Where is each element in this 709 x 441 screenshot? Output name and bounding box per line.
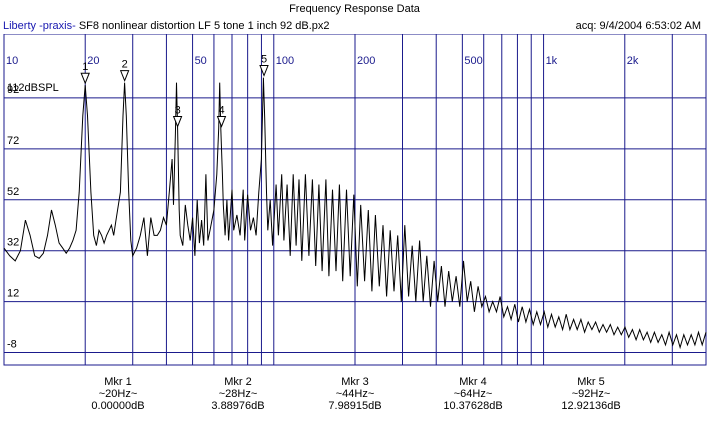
marker-readout-3: Mkr 3 ~44Hz~ 7.98915dB xyxy=(310,376,400,412)
marker-value: 10.37628dB xyxy=(443,400,503,412)
y-tick-label: 32 xyxy=(7,237,19,249)
marker-number: 5 xyxy=(261,54,267,66)
marker-value: 12.92136dB xyxy=(561,400,621,412)
x-tick-label: 2k xyxy=(627,55,639,67)
marker-number: 2 xyxy=(122,59,128,71)
y-tick-label: 72 xyxy=(7,135,19,147)
marker-readout-2: Mkr 2 ~28Hz~ 3.88976dB xyxy=(193,376,283,412)
y-tick-label: 52 xyxy=(7,186,19,198)
marker-value: 0.00000dB xyxy=(91,400,145,412)
acquisition-time: acq: 9/4/2004 6:53:02 AM xyxy=(575,20,701,32)
brand-label: Liberty -praxis- xyxy=(3,20,76,32)
marker-name: Mkr 5 xyxy=(577,376,605,388)
marker-triangle xyxy=(80,72,90,85)
marker-freq: ~28Hz~ xyxy=(218,388,258,400)
y-tick-labels: 92 72 52 32 12 -8 xyxy=(7,84,19,351)
marker-1[interactable]: 1 xyxy=(80,61,90,85)
marker-number: 1 xyxy=(82,61,88,73)
marker-triangle xyxy=(259,65,269,77)
marker-number: 3 xyxy=(175,104,181,116)
marker-freq: ~44Hz~ xyxy=(335,388,375,400)
x-tick-label: 100 xyxy=(276,55,294,67)
marker-triangle xyxy=(172,115,183,128)
marker-readout-5: Mkr 5 ~92Hz~ 12.92136dB xyxy=(546,376,636,412)
marker-5[interactable]: 5 xyxy=(259,54,269,77)
marker-triangle xyxy=(119,70,130,82)
marker-freq: ~20Hz~ xyxy=(98,388,138,400)
x-tick-label: 50 xyxy=(195,55,207,67)
marker-readout-1: Mkr 1 ~20Hz~ 0.00000dB xyxy=(73,376,163,412)
marker-value: 3.88976dB xyxy=(211,400,265,412)
y-tick-label: 92 xyxy=(7,84,19,96)
x-tick-label: 500 xyxy=(464,55,482,67)
marker-readout-4: Mkr 4 ~64Hz~ 10.37628dB xyxy=(428,376,518,412)
y-tick-label: -8 xyxy=(7,339,17,351)
response-trace xyxy=(3,77,707,350)
unit-label: 112dBSPL xyxy=(7,82,59,94)
x-tick-label: 10 xyxy=(6,55,18,67)
marker-freq: ~92Hz~ xyxy=(571,388,611,400)
marker-name: Mkr 4 xyxy=(459,376,487,388)
marker-name: Mkr 1 xyxy=(104,376,132,388)
marker-triangle xyxy=(216,115,227,128)
marker-triangles: 1 2 3 4 5 xyxy=(80,54,269,128)
marker-name: Mkr 2 xyxy=(224,376,252,388)
x-tick-label: 20 xyxy=(87,55,99,67)
marker-value: 7.98915dB xyxy=(328,400,382,412)
file-name: SF8 nonlinear distortion LF 5 tone 1 inc… xyxy=(78,20,330,32)
marker-3[interactable]: 3 xyxy=(172,104,183,128)
marker-freq: ~64Hz~ xyxy=(453,388,493,400)
y-tick-label: 12 xyxy=(7,288,19,300)
marker-2[interactable]: 2 xyxy=(119,59,130,82)
window-title: Frequency Response Data xyxy=(289,3,420,15)
marker-name: Mkr 3 xyxy=(341,376,369,388)
x-tick-labels: 10 20 50 100 200 500 1k 2k xyxy=(6,55,639,67)
marker-number: 4 xyxy=(218,104,224,116)
marker-4[interactable]: 4 xyxy=(216,104,227,128)
info-bar: Liberty -praxis- SF8 nonlinear distortio… xyxy=(0,18,709,34)
x-tick-label: 1k xyxy=(546,55,558,67)
grid xyxy=(3,34,707,366)
x-tick-label: 200 xyxy=(357,55,375,67)
